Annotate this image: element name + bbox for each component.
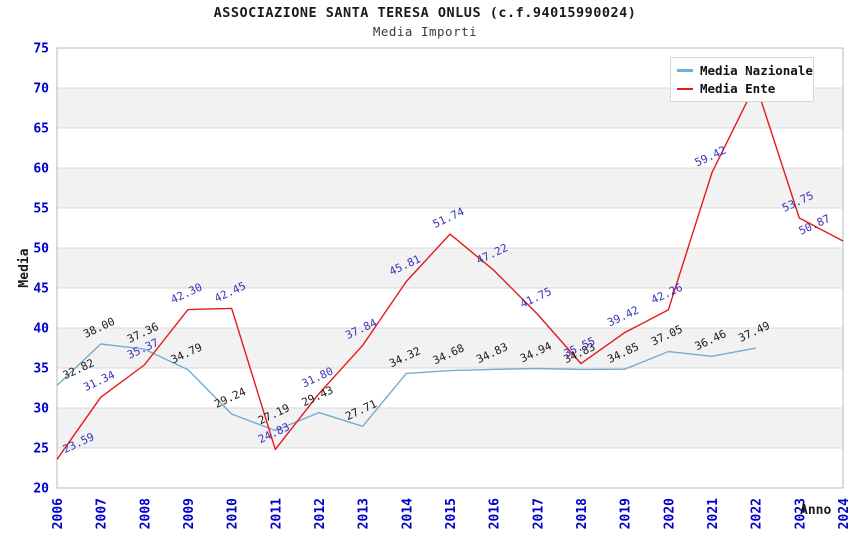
grid-band <box>57 208 843 248</box>
x-tick-label: 2009 <box>182 498 197 529</box>
grid-band <box>57 408 843 448</box>
x-tick-label: 2014 <box>400 498 415 529</box>
x-tick-label: 2008 <box>138 498 153 529</box>
x-tick-label: 2022 <box>750 498 765 529</box>
grid-band <box>57 448 843 488</box>
series-line-media-ente <box>56 83 844 460</box>
y-tick-label: 30 <box>33 402 49 417</box>
legend-label: Media Nazionale <box>700 62 813 78</box>
media-ente-line-swatch <box>677 87 693 90</box>
x-tick-label: 2020 <box>662 498 677 529</box>
y-tick-label: 70 <box>33 82 49 97</box>
grid-band <box>57 168 843 208</box>
y-tick-label: 65 <box>33 122 49 137</box>
grid-band <box>57 288 843 328</box>
x-tick-label: 2019 <box>619 498 634 529</box>
series-line-media-nazionale <box>56 343 756 432</box>
legend-item-media-ente: Media Ente <box>677 81 807 96</box>
y-axis-title: Media <box>17 248 32 287</box>
x-tick-label: 2011 <box>269 498 284 529</box>
y-tick-label: 50 <box>33 242 49 257</box>
grid-band <box>57 368 843 408</box>
grid-band <box>57 328 843 368</box>
x-tick-label: 2010 <box>226 498 241 529</box>
x-tick-label: 2021 <box>706 498 721 529</box>
x-tick-label: 2015 <box>444 498 459 529</box>
plot-border <box>56 47 844 489</box>
x-tick-label: 2007 <box>95 498 110 529</box>
y-tick-label: 60 <box>33 162 49 177</box>
legend-label: Media Ente <box>700 81 776 97</box>
x-tick-label: 2012 <box>313 498 328 529</box>
x-tick-label: 2016 <box>488 498 503 529</box>
x-tick-label: 2018 <box>575 498 590 529</box>
chart-title: ASSOCIAZIONE SANTA TERESA ONLUS (c.f.940… <box>213 5 637 21</box>
chart-legend: Media Nazionale Media Ente <box>670 57 814 102</box>
y-tick-label: 20 <box>33 482 49 497</box>
y-tick-label: 40 <box>33 322 49 337</box>
x-tick-label: 2013 <box>357 498 372 529</box>
y-tick-label: 45 <box>33 282 49 297</box>
legend-item-media-nazionale: Media Nazionale <box>677 63 813 78</box>
y-tick-label: 35 <box>33 362 49 377</box>
grid-band <box>57 128 843 168</box>
x-tick-label: 2017 <box>531 498 546 529</box>
grid-band <box>57 248 843 288</box>
y-tick-label: 25 <box>33 442 49 457</box>
y-tick-label: 75 <box>33 42 49 57</box>
x-tick-label: 2006 <box>51 498 66 529</box>
y-tick-label: 55 <box>33 202 49 217</box>
chart-subtitle: Media Importi <box>372 24 478 39</box>
media-nazionale-line-swatch <box>677 69 693 72</box>
x-tick-label: 2024 <box>837 498 850 529</box>
x-tick-label: 2023 <box>793 498 808 529</box>
x-axis-title: Anno <box>800 503 831 518</box>
